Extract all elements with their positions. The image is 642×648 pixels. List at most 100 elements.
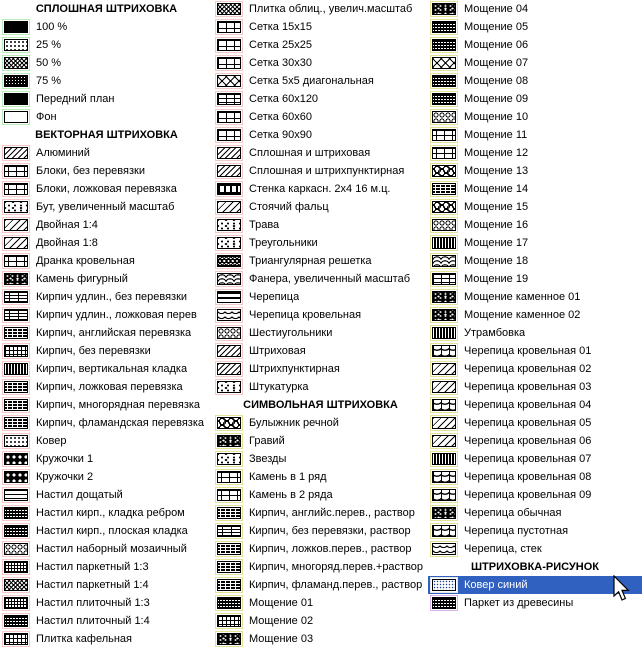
hatch-item[interactable]: Паркет из древесины: [428, 594, 642, 612]
hatch-item[interactable]: Сплошная и штриховая: [213, 144, 428, 162]
hatch-item[interactable]: Сетка 90х90: [213, 126, 428, 144]
hatch-item[interactable]: 25 %: [0, 36, 213, 54]
hatch-item[interactable]: Сетка 60х120: [213, 90, 428, 108]
hatch-item[interactable]: Гравий: [213, 432, 428, 450]
hatch-item[interactable]: Бут, увеличенный масштаб: [0, 198, 213, 216]
hatch-item[interactable]: Двойная 1:4: [0, 216, 213, 234]
hatch-item[interactable]: Мощение каменное 01: [428, 288, 642, 306]
hatch-item[interactable]: Настил кирп., плоская кладка: [0, 522, 213, 540]
hatch-item[interactable]: Штукатурка: [213, 378, 428, 396]
hatch-item[interactable]: Сетка 5х5 диагональная: [213, 72, 428, 90]
hatch-item[interactable]: Мощение 11: [428, 126, 642, 144]
hatch-item[interactable]: Черепица: [213, 288, 428, 306]
hatch-item[interactable]: Триангулярная решетка: [213, 252, 428, 270]
hatch-item[interactable]: Настил паркетный 1:4: [0, 576, 213, 594]
hatch-item[interactable]: Блоки, без перевязки: [0, 162, 213, 180]
hatch-item[interactable]: Сетка 60х60: [213, 108, 428, 126]
hatch-item[interactable]: Мощение каменное 02: [428, 306, 642, 324]
hatch-item[interactable]: Мощение 12: [428, 144, 642, 162]
hatch-item[interactable]: Мощение 04: [428, 0, 642, 18]
hatch-item[interactable]: Мощение 18: [428, 252, 642, 270]
hatch-item[interactable]: Мощение 03: [213, 630, 428, 648]
hatch-item[interactable]: Настил кирп., кладка ребром: [0, 504, 213, 522]
hatch-item[interactable]: Камень в 2 ряда: [213, 486, 428, 504]
hatch-item[interactable]: Треугольники: [213, 234, 428, 252]
hatch-item[interactable]: Черепица обычная: [428, 504, 642, 522]
hatch-item[interactable]: Булыжник речной: [213, 414, 428, 432]
hatch-item[interactable]: Мощение 05: [428, 18, 642, 36]
hatch-item[interactable]: Мощение 06: [428, 36, 642, 54]
hatch-item[interactable]: Черепица кровельная 05: [428, 414, 642, 432]
hatch-item[interactable]: Кирпич, многоряд.перев.+раствор: [213, 558, 428, 576]
hatch-item[interactable]: Черепица кровельная 07: [428, 450, 642, 468]
hatch-item[interactable]: Черепица кровельная 02: [428, 360, 642, 378]
hatch-item[interactable]: Мощение 13: [428, 162, 642, 180]
hatch-item[interactable]: Мощение 09: [428, 90, 642, 108]
hatch-item[interactable]: Сетка 25х25: [213, 36, 428, 54]
hatch-item[interactable]: Сплошная и штрихпунктирная: [213, 162, 428, 180]
hatch-item[interactable]: Штрихпунктирная: [213, 360, 428, 378]
hatch-item[interactable]: Мощение 17: [428, 234, 642, 252]
hatch-item[interactable]: Кирпич, фламандская перевязка: [0, 414, 213, 432]
hatch-item[interactable]: 75 %: [0, 72, 213, 90]
hatch-item[interactable]: Мощение 19: [428, 270, 642, 288]
hatch-item[interactable]: Камень фигурный: [0, 270, 213, 288]
hatch-item[interactable]: Звезды: [213, 450, 428, 468]
hatch-item[interactable]: Настил дощатый: [0, 486, 213, 504]
hatch-item[interactable]: Кирпич, без перевязки: [0, 342, 213, 360]
hatch-item[interactable]: Черепица кровельная 01: [428, 342, 642, 360]
hatch-item[interactable]: Настил плиточный 1:3: [0, 594, 213, 612]
hatch-item[interactable]: Мощение 15: [428, 198, 642, 216]
hatch-item[interactable]: Утрамбовка: [428, 324, 642, 342]
hatch-item[interactable]: Кирпич, английс.перев., раствор: [213, 504, 428, 522]
hatch-item[interactable]: Штриховая: [213, 342, 428, 360]
hatch-item[interactable]: Трава: [213, 216, 428, 234]
hatch-item[interactable]: Мощение 01: [213, 594, 428, 612]
hatch-item[interactable]: Кирпич удлин., ложковая перев: [0, 306, 213, 324]
hatch-item[interactable]: Черепица кровельная 06: [428, 432, 642, 450]
hatch-item[interactable]: Шестиугольники: [213, 324, 428, 342]
hatch-item[interactable]: Мощение 07: [428, 54, 642, 72]
hatch-item[interactable]: Кирпич удлин., без перевязки: [0, 288, 213, 306]
hatch-item[interactable]: Стенка каркасн. 2х4 16 м.ц.: [213, 180, 428, 198]
hatch-item[interactable]: 100 %: [0, 18, 213, 36]
hatch-item[interactable]: Черепица кровельная 08: [428, 468, 642, 486]
hatch-item[interactable]: Кирпич, без перевязки, раствор: [213, 522, 428, 540]
hatch-item[interactable]: Ковер: [0, 432, 213, 450]
hatch-item[interactable]: Кружочки 2: [0, 468, 213, 486]
hatch-item[interactable]: Настил плиточный 1:4: [0, 612, 213, 630]
hatch-item[interactable]: Мощение 08: [428, 72, 642, 90]
hatch-item[interactable]: Черепица пустотная: [428, 522, 642, 540]
hatch-item[interactable]: Черепица, стек: [428, 540, 642, 558]
hatch-item[interactable]: Настил наборный мозаичный: [0, 540, 213, 558]
hatch-item[interactable]: Блоки, ложковая перевязка: [0, 180, 213, 198]
hatch-item[interactable]: 50 %: [0, 54, 213, 72]
hatch-item[interactable]: Мощение 16: [428, 216, 642, 234]
hatch-item[interactable]: Стоячий фальц: [213, 198, 428, 216]
hatch-item[interactable]: Двойная 1:8: [0, 234, 213, 252]
hatch-item[interactable]: Черепица кровельная 09: [428, 486, 642, 504]
hatch-item[interactable]: Мощение 14: [428, 180, 642, 198]
hatch-item[interactable]: Алюминий: [0, 144, 213, 162]
hatch-item[interactable]: Кирпич, вертикальная кладка: [0, 360, 213, 378]
hatch-item[interactable]: Мощение 10: [428, 108, 642, 126]
hatch-item[interactable]: Кирпич, английская перевязка: [0, 324, 213, 342]
hatch-item[interactable]: Кирпич, многорядная перевязка: [0, 396, 213, 414]
hatch-item[interactable]: Фанера, увеличенный масштаб: [213, 270, 428, 288]
hatch-item[interactable]: Фон: [0, 108, 213, 126]
hatch-item[interactable]: Мощение 02: [213, 612, 428, 630]
hatch-item[interactable]: Кружочки 1: [0, 450, 213, 468]
hatch-item[interactable]: Настил паркетный 1:3: [0, 558, 213, 576]
hatch-item[interactable]: Сетка 30х30: [213, 54, 428, 72]
hatch-item-selected[interactable]: Ковер синий: [428, 576, 642, 594]
hatch-item[interactable]: Камень в 1 ряд: [213, 468, 428, 486]
hatch-item[interactable]: Сетка 15х15: [213, 18, 428, 36]
hatch-item[interactable]: Плитка кафельная: [0, 630, 213, 648]
hatch-item[interactable]: Черепица кровельная 03: [428, 378, 642, 396]
hatch-item[interactable]: Плитка облиц., увелич.масштаб: [213, 0, 428, 18]
hatch-item[interactable]: Передний план: [0, 90, 213, 108]
hatch-item[interactable]: Черепица кровельная: [213, 306, 428, 324]
hatch-item[interactable]: Черепица кровельная 04: [428, 396, 642, 414]
hatch-item[interactable]: Кирпич, ложков.перев., раствор: [213, 540, 428, 558]
hatch-item[interactable]: Кирпич, ложковая перевязка: [0, 378, 213, 396]
